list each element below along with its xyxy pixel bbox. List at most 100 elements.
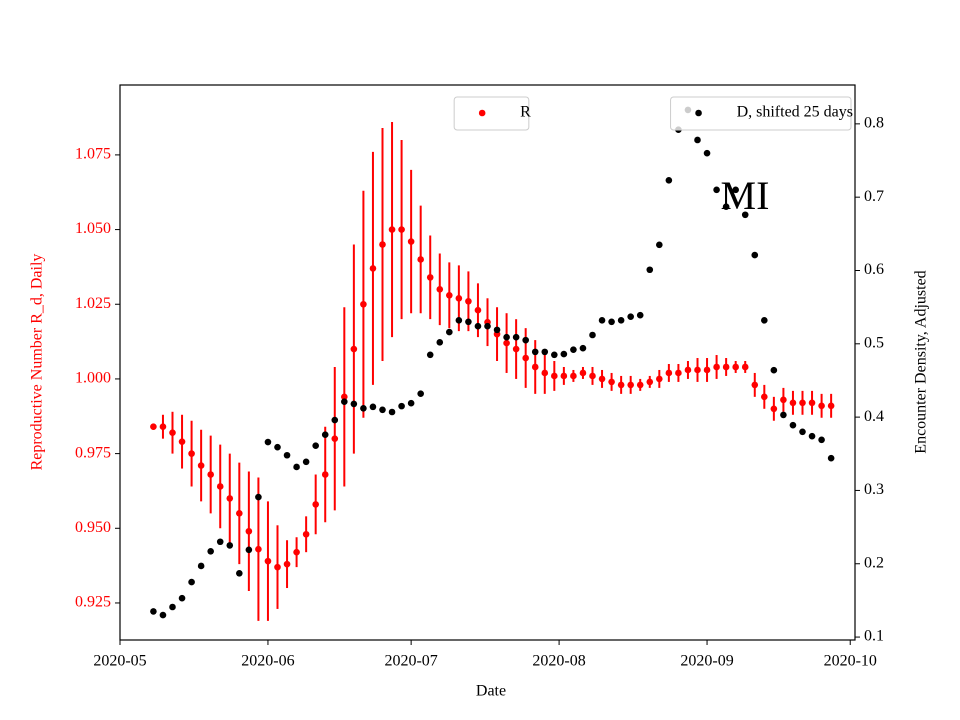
y2-axis-label: Encounter Density, Adjusted [913, 270, 930, 453]
y2-tick-label: 0.1 [864, 628, 884, 645]
data-point [732, 186, 739, 194]
data-point [388, 226, 396, 233]
data-point [283, 560, 291, 568]
data-point [236, 510, 243, 517]
data-point [341, 398, 348, 406]
data-point [264, 438, 272, 446]
data-point [188, 450, 195, 457]
data-point [827, 402, 835, 410]
data-point [808, 432, 816, 440]
data-point [579, 369, 587, 377]
data-point [493, 326, 501, 334]
data-point [216, 538, 224, 546]
data-point [379, 241, 386, 248]
data-point [274, 443, 281, 451]
data-point [474, 322, 482, 330]
data-point [331, 416, 339, 424]
data-point [741, 363, 749, 371]
data-point [321, 431, 329, 439]
data-point [245, 527, 253, 535]
data-point [713, 186, 720, 194]
data-point [293, 548, 300, 556]
data-point [522, 336, 529, 344]
data-point [407, 238, 415, 245]
data-point [656, 241, 663, 249]
data-point [283, 451, 291, 459]
data-point [188, 578, 195, 586]
data-point [455, 294, 463, 302]
data-point [178, 594, 186, 602]
data-point [350, 400, 358, 408]
data-point [770, 405, 778, 413]
data-point [331, 435, 339, 442]
y2-tick-label: 0.5 [864, 334, 884, 351]
data-point [789, 399, 797, 407]
data-point [512, 345, 520, 353]
data-point [503, 333, 510, 341]
data-point [446, 291, 453, 299]
data-point [369, 403, 377, 411]
data-point [398, 226, 405, 233]
data-point [417, 390, 424, 397]
data-point [255, 493, 262, 501]
data-point [302, 458, 310, 466]
data-point [617, 381, 625, 389]
data-point [560, 350, 568, 358]
data-point [312, 501, 319, 508]
data-point [293, 463, 300, 471]
data-point [684, 366, 692, 374]
data-point [369, 265, 377, 272]
data-point [818, 436, 825, 444]
y2-tick-label: 0.6 [864, 261, 884, 278]
y-tick-label: 1.075 [75, 146, 111, 163]
data-point [694, 366, 701, 374]
data-point [808, 399, 816, 407]
series-1 [150, 106, 835, 619]
y-tick-label: 1.050 [75, 220, 111, 237]
data-point [484, 322, 491, 330]
data-point [570, 346, 577, 353]
data-point [522, 354, 529, 362]
data-point [465, 297, 472, 305]
data-point [789, 421, 797, 429]
legend-label: R [520, 104, 531, 121]
data-point [360, 300, 367, 308]
data-point [436, 286, 444, 293]
data-point [150, 608, 157, 615]
data-point [159, 611, 167, 619]
data-point [398, 402, 405, 410]
data-point [598, 317, 606, 324]
data-point [703, 149, 711, 157]
data-point [627, 313, 634, 320]
y2-tick-label: 0.3 [864, 481, 884, 498]
data-point [627, 381, 634, 389]
data-point [636, 311, 644, 319]
data-point [379, 406, 386, 414]
data-point [531, 363, 539, 371]
data-point [169, 603, 176, 611]
data-point [761, 317, 768, 324]
data-point [713, 363, 720, 371]
data-point [675, 369, 682, 377]
legend-box [670, 96, 852, 131]
y2-tick-label: 0.4 [864, 408, 884, 425]
data-point [216, 483, 224, 490]
data-point [236, 569, 243, 577]
data-point [665, 369, 673, 377]
x-tick-label: 2020-07 [384, 653, 437, 670]
data-point [570, 372, 577, 380]
data-point [417, 256, 424, 263]
data-point [751, 251, 759, 259]
data-point [636, 381, 644, 389]
data-point [341, 393, 348, 401]
data-point [722, 363, 730, 371]
data-point [589, 331, 596, 339]
x-axis-label: Date [476, 683, 506, 700]
data-point [656, 375, 663, 383]
data-point [436, 339, 444, 346]
data-point [799, 399, 806, 407]
series-0 [150, 122, 835, 621]
data-point [426, 351, 434, 359]
data-point [150, 423, 157, 431]
